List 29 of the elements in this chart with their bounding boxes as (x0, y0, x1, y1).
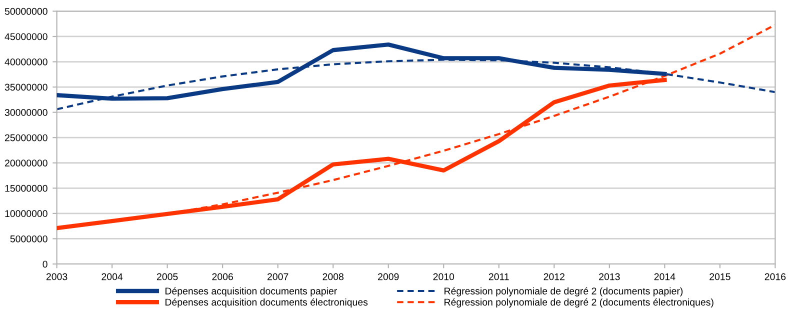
x-tick-label: 2012 (544, 273, 564, 280)
y-tick-label: 0 (42, 260, 48, 268)
x-tick-label: 2003 (46, 273, 68, 280)
x-tick-label: 2016 (764, 273, 786, 280)
y-tick-label: 20000000 (5, 160, 48, 166)
x-tick-label: 2008 (322, 273, 344, 280)
y-tick-label: 30000000 (4, 109, 48, 116)
x-tick-label: 2014 (654, 273, 676, 280)
legend-label: Régression polynomiale de degré 2 (documents électroniques) (444, 298, 714, 308)
y-tick-label: 40000000 (4, 58, 48, 66)
legend-label: Régression polynomiale de degré 2 (documents papier) (444, 287, 683, 296)
x-tick-label: 2011 (488, 273, 509, 280)
y-tick-label: 50000000 (4, 8, 48, 15)
x-tick-label: 2004 (102, 273, 123, 280)
y-tick-label: 5000000 (10, 235, 48, 242)
y-tick-label: 35000000 (4, 84, 48, 91)
x-tick-label: 2007 (268, 273, 288, 280)
x-tick-label: 2010 (433, 273, 454, 280)
x-tick-label: 2015 (710, 273, 730, 280)
x-tick-label: 2006 (212, 273, 233, 280)
x-tick-label: 2009 (378, 273, 399, 280)
x-tick-label: 2005 (157, 273, 178, 280)
legend-label: Dépenses acquisition documents papier (166, 287, 337, 296)
y-tick-label: 25000000 (5, 134, 48, 142)
y-tick-label: 15000000 (5, 184, 48, 192)
y-tick-label: 45000000 (4, 33, 48, 40)
legend-label: Dépenses acquisition documents électroniques (166, 298, 368, 308)
y-tick-label: 10000000 (5, 210, 48, 218)
x-tick-label: 2013 (599, 273, 620, 280)
